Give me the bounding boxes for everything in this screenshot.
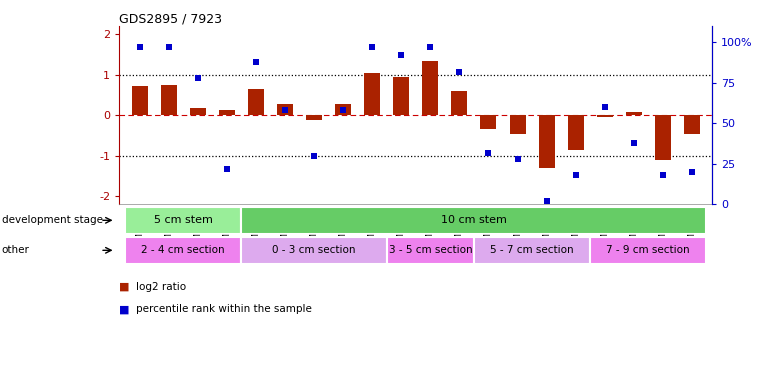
Bar bbox=[190, 108, 206, 116]
Bar bbox=[422, 61, 438, 116]
Text: log2 ratio: log2 ratio bbox=[136, 282, 186, 292]
Point bbox=[133, 44, 146, 50]
Bar bbox=[451, 91, 467, 116]
Point bbox=[221, 166, 233, 172]
Text: development stage: development stage bbox=[2, 215, 102, 225]
Bar bbox=[161, 85, 177, 116]
Text: ■: ■ bbox=[119, 304, 130, 314]
Text: 5 - 7 cm section: 5 - 7 cm section bbox=[490, 245, 574, 255]
Text: 3 - 5 cm section: 3 - 5 cm section bbox=[389, 245, 472, 255]
Text: other: other bbox=[2, 245, 29, 255]
Bar bbox=[242, 207, 706, 234]
Text: 2 - 4 cm section: 2 - 4 cm section bbox=[142, 245, 225, 255]
Bar bbox=[126, 237, 242, 264]
Text: GDS2895 / 7923: GDS2895 / 7923 bbox=[119, 12, 223, 25]
Point bbox=[454, 69, 466, 75]
Bar bbox=[654, 116, 671, 160]
Text: ■: ■ bbox=[119, 282, 130, 292]
Point bbox=[598, 104, 611, 110]
Bar bbox=[597, 116, 613, 117]
Bar bbox=[248, 89, 264, 116]
Bar bbox=[538, 116, 554, 168]
Bar bbox=[277, 104, 293, 116]
Point bbox=[366, 44, 378, 50]
Text: 10 cm stem: 10 cm stem bbox=[441, 215, 507, 225]
Point bbox=[162, 44, 175, 50]
Text: 0 - 3 cm section: 0 - 3 cm section bbox=[273, 245, 356, 255]
Bar bbox=[219, 111, 235, 116]
Point bbox=[482, 150, 494, 156]
Point bbox=[541, 198, 553, 204]
Bar bbox=[364, 73, 380, 116]
Bar bbox=[132, 86, 148, 116]
Text: percentile rank within the sample: percentile rank within the sample bbox=[136, 304, 312, 314]
Point bbox=[395, 53, 407, 58]
Bar bbox=[242, 237, 387, 264]
Bar bbox=[335, 104, 351, 116]
Bar bbox=[306, 116, 322, 120]
Point bbox=[570, 172, 582, 178]
Bar bbox=[387, 237, 474, 264]
Text: 5 cm stem: 5 cm stem bbox=[154, 215, 213, 225]
Point bbox=[337, 108, 350, 114]
Point bbox=[511, 156, 524, 162]
Point bbox=[192, 75, 204, 81]
Point bbox=[308, 153, 320, 159]
Point bbox=[279, 108, 291, 114]
Point bbox=[686, 169, 698, 175]
Bar bbox=[626, 112, 641, 116]
Point bbox=[424, 44, 437, 50]
Text: 7 - 9 cm section: 7 - 9 cm section bbox=[607, 245, 690, 255]
Bar bbox=[480, 116, 497, 129]
Bar bbox=[126, 207, 242, 234]
Bar bbox=[567, 116, 584, 150]
Point bbox=[657, 172, 669, 178]
Point bbox=[249, 59, 262, 65]
Bar bbox=[474, 237, 590, 264]
Bar bbox=[393, 77, 410, 116]
Bar bbox=[590, 237, 706, 264]
Bar bbox=[510, 116, 525, 134]
Point bbox=[628, 140, 640, 146]
Bar bbox=[684, 116, 700, 134]
